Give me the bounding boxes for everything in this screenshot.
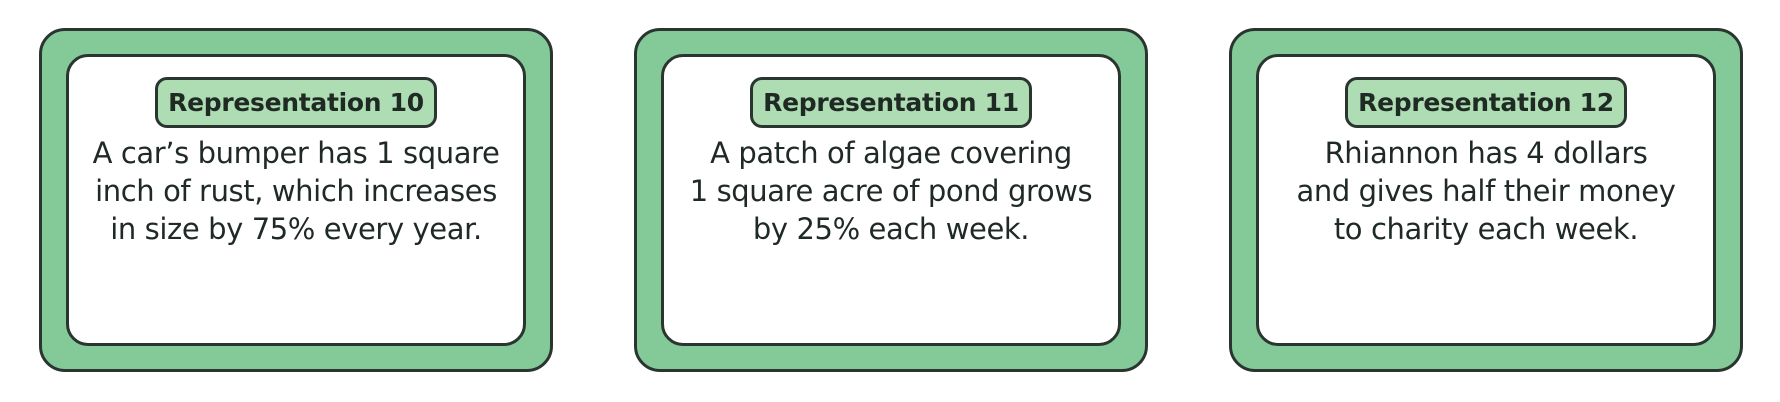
card-text-line: Rhiannon has 4 dollars bbox=[1324, 136, 1648, 170]
card-text-line: inch of rust, which increases bbox=[95, 174, 497, 208]
card-text-line: A patch of algae covering bbox=[710, 136, 1072, 170]
card-description: A patch of algae covering 1 square acre … bbox=[671, 134, 1111, 248]
card-description: A car’s bumper has 1 square inch of rust… bbox=[76, 134, 516, 248]
representation-card-12: Representation 12 Rhiannon has 4 dollars… bbox=[1229, 28, 1743, 372]
card-body: Representation 11 A patch of algae cover… bbox=[661, 54, 1121, 346]
card-text-line: and gives half their money bbox=[1296, 174, 1676, 208]
card-title-badge: Representation 10 bbox=[155, 77, 437, 128]
card-body: Representation 10 A car’s bumper has 1 s… bbox=[66, 54, 526, 346]
card-text-line: to charity each week. bbox=[1333, 212, 1639, 246]
representation-card-11: Representation 11 A patch of algae cover… bbox=[634, 28, 1148, 372]
card-description: Rhiannon has 4 dollars and gives half th… bbox=[1266, 134, 1706, 248]
card-text-line: A car’s bumper has 1 square bbox=[92, 136, 500, 170]
card-text-line: in size by 75% every year. bbox=[110, 212, 482, 246]
card-text-line: by 25% each week. bbox=[752, 212, 1030, 246]
card-title-badge: Representation 11 bbox=[750, 77, 1032, 128]
card-body: Representation 12 Rhiannon has 4 dollars… bbox=[1256, 54, 1716, 346]
card-text-line: 1 square acre of pond grows bbox=[689, 174, 1093, 208]
card-title-badge: Representation 12 bbox=[1345, 77, 1627, 128]
representation-card-10: Representation 10 A car’s bumper has 1 s… bbox=[39, 28, 553, 372]
